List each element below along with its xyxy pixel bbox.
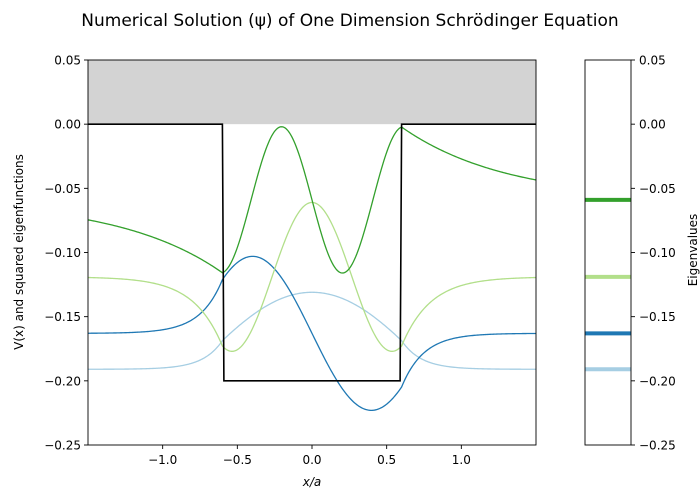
- y-tick-label: −0.25: [44, 439, 81, 453]
- eigenvalue-plot-area: 0.05 0.00 −0.05 −0.10 −0.15 −0.20 −0.25: [584, 54, 676, 453]
- y-tick-label: 0.00: [54, 118, 81, 132]
- eigenvalue-tick-label: −0.20: [639, 374, 676, 388]
- eigenvalue-tick-label: −0.10: [639, 246, 676, 260]
- y-axis-label: V(x) and squared eigenfunctions: [12, 154, 26, 350]
- x-axis-ticks: −1.0 −0.5 0.0 0.5 1.0: [148, 445, 471, 467]
- x-tick-label: 1.0: [452, 453, 471, 467]
- eigenfunction-series-group: [87, 126, 537, 412]
- y-tick-label: −0.05: [44, 182, 81, 196]
- main-plot-area: −1.0 −0.5 0.0 0.5 1.0 0.05 0.00 −0.05 −0.10 −0.1…: [44, 54, 537, 467]
- eigenvalue-tick-label: −0.15: [639, 310, 676, 324]
- y-tick-label: −0.15: [44, 310, 81, 324]
- eigenvalue-y-axis-ticks: 0.05 0.00 −0.05 −0.10 −0.15 −0.20 −0.25: [631, 54, 676, 453]
- y-tick-label: −0.20: [44, 374, 81, 388]
- y-tick-label: 0.05: [54, 54, 81, 68]
- shaded-region: [88, 60, 536, 125]
- eigenfunction-line-1: [88, 291, 536, 370]
- eigenvalue-tick-label: 0.05: [639, 54, 666, 68]
- eigenfunction-line-4: [87, 126, 537, 274]
- y-tick-label: −0.10: [44, 246, 81, 260]
- eigenfunction-line-3: [87, 201, 537, 352]
- eigenvalue-tick-label: −0.25: [639, 439, 676, 453]
- y-axis-ticks: 0.05 0.00 −0.05 −0.10 −0.15 −0.20 −0.25: [44, 54, 88, 453]
- potential-line: [88, 123, 536, 382]
- x-tick-label: −1.0: [148, 453, 177, 467]
- x-tick-label: 0.5: [377, 453, 396, 467]
- x-axis-label: x/a: [302, 475, 322, 489]
- x-tick-label: −0.5: [223, 453, 252, 467]
- eigenvalue-markers: [585, 197, 631, 372]
- chart-title: Numerical Solution (ψ) of One Dimension …: [81, 11, 618, 31]
- eigenvalue-plot-frame: [584, 59, 632, 446]
- x-tick-label: 0.0: [302, 453, 321, 467]
- eigenvalue-axis-label: Eigenvalues: [686, 214, 700, 287]
- eigenfunction-line-2: [87, 255, 537, 412]
- eigenvalue-tick-label: −0.05: [639, 182, 676, 196]
- eigenvalue-tick-label: 0.00: [639, 118, 666, 132]
